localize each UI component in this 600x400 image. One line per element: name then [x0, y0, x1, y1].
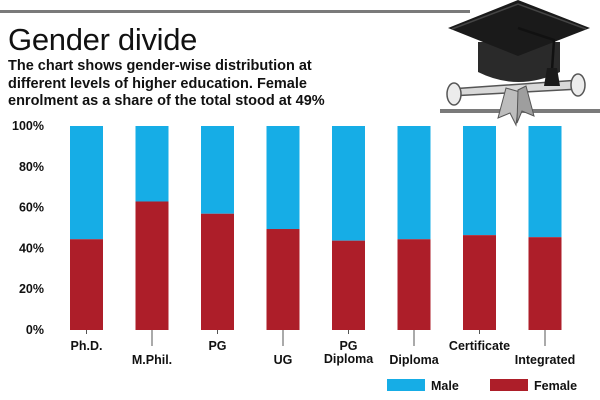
y-tick-label: 0%	[26, 323, 44, 337]
bar-male-ph-d	[70, 126, 103, 240]
category-label-ug: UG	[274, 353, 293, 367]
subtitle-line-3: enrolment as a share of the total stood …	[8, 93, 325, 109]
bar-female-diploma	[397, 239, 431, 330]
category-label-certificate: Certificate	[449, 339, 510, 353]
legend-label-female: Female	[534, 379, 577, 393]
y-tick-label: 20%	[19, 282, 44, 296]
y-tick-label: 40%	[19, 241, 44, 255]
category-label-diploma: Diploma	[389, 353, 439, 367]
category-label-pg-diploma: Diploma	[324, 352, 374, 366]
bar-female-ug	[266, 229, 300, 330]
category-label-ph-d: Ph.D.	[71, 339, 103, 353]
y-tick-label: 100%	[12, 119, 44, 133]
legend: Male Female	[387, 379, 577, 393]
subtitle-line-1: The chart shows gender-wise distribution…	[8, 58, 312, 74]
bar-male-certificate	[463, 126, 496, 236]
category-label-pg-diploma: PG	[339, 339, 357, 353]
bar-male-pg-diploma	[332, 126, 365, 241]
legend-label-male: Male	[431, 379, 459, 393]
bars-group	[70, 126, 562, 330]
bar-female-pg-diploma	[332, 240, 365, 330]
category-label-integrated: Integrated	[515, 353, 575, 367]
category-label-m-phil: M.Phil.	[132, 353, 172, 367]
top-rule	[0, 10, 470, 13]
bar-male-pg	[201, 126, 234, 214]
bar-male-m-phil	[135, 126, 169, 202]
bar-female-integrated	[528, 237, 562, 330]
subtitle-line-2: different levels of higher education. Fe…	[8, 75, 307, 92]
y-tick-label: 80%	[19, 160, 44, 174]
category-label-pg: PG	[208, 339, 226, 353]
bar-male-integrated	[528, 126, 562, 238]
bar-female-ph-d	[70, 239, 103, 330]
bar-female-m-phil	[135, 201, 169, 330]
legend-swatch-female	[490, 379, 528, 391]
y-axis: 0% 20% 40% 60% 80% 100%	[12, 119, 44, 337]
stacked-bar-chart: 0%20%40%60%80%100% Ph.D.M.Phil.PGUGPGDip…	[12, 119, 577, 393]
legend-swatch-male	[387, 379, 425, 391]
graduation-cap-diploma-icon	[440, 0, 600, 127]
y-tick-label: 60%	[19, 201, 44, 215]
bar-female-pg	[201, 213, 234, 330]
bar-male-diploma	[397, 126, 431, 240]
bar-female-certificate	[463, 235, 496, 330]
chart-subtitle: The chart shows gender-wise distribution…	[8, 58, 448, 111]
bar-male-ug	[266, 126, 300, 230]
chart-title: Gender divide	[8, 22, 198, 57]
